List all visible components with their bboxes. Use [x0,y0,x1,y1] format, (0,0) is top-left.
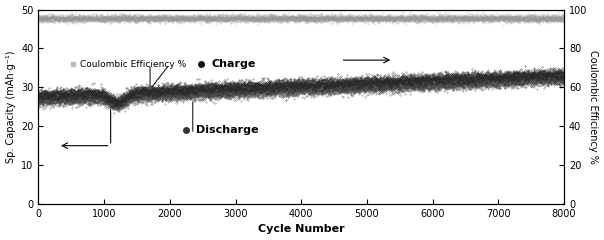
X-axis label: Cycle Number: Cycle Number [258,224,344,234]
Y-axis label: Sp. Capacity (mAh·g⁻¹): Sp. Capacity (mAh·g⁻¹) [5,51,16,163]
Text: Discharge: Discharge [196,125,259,135]
Y-axis label: Coulombic Efficiency %: Coulombic Efficiency % [588,50,599,164]
Text: Charge: Charge [212,59,256,69]
Text: Coulombic Efficiency %: Coulombic Efficiency % [80,60,187,68]
